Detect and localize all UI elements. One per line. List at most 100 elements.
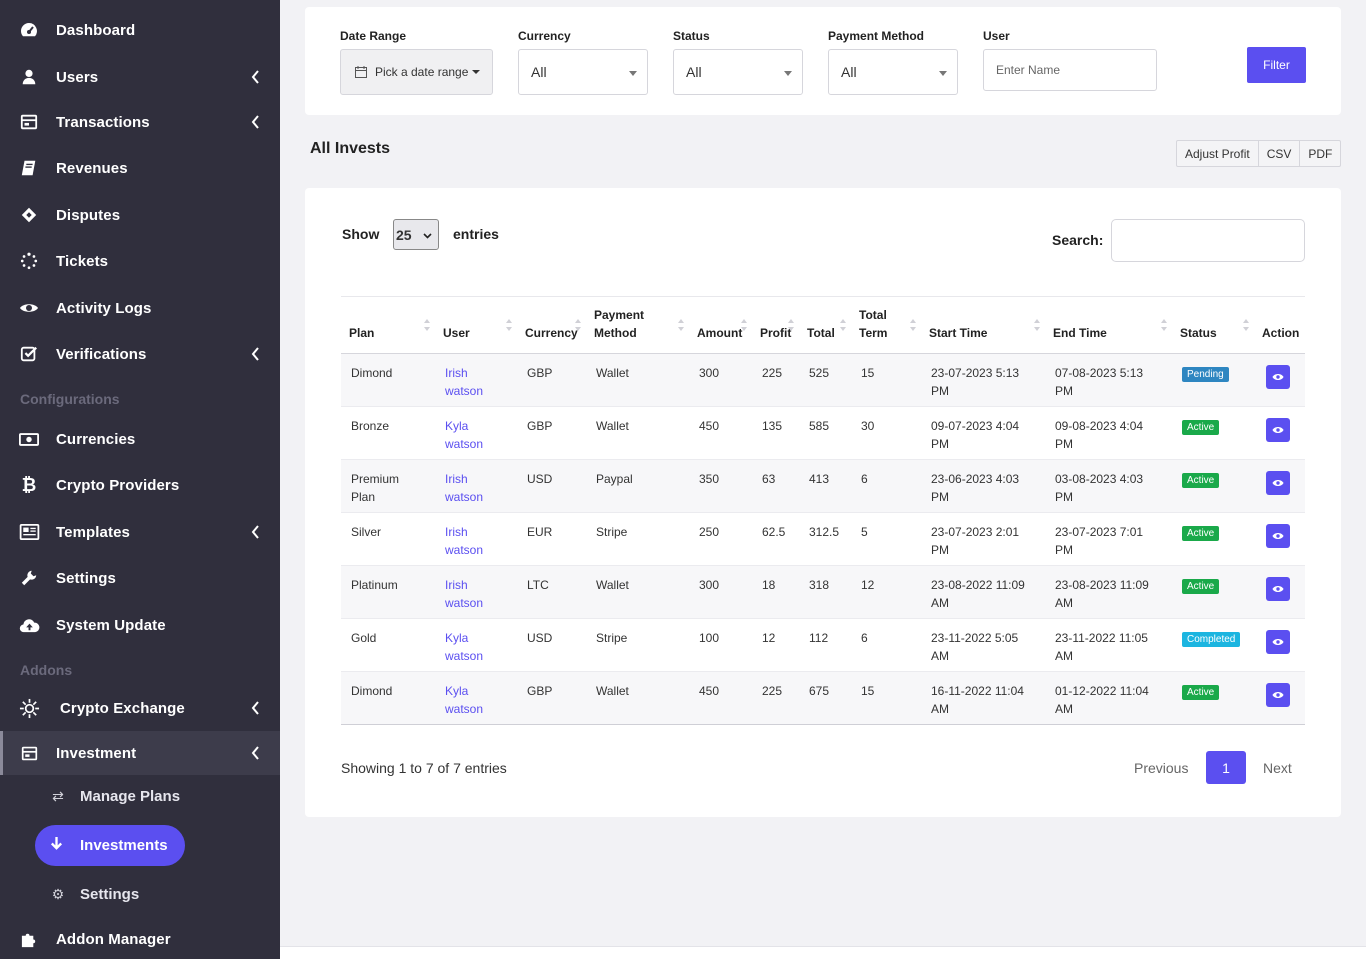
- sidebar-item-crypto-exchange[interactable]: Crypto Exchange: [0, 686, 280, 730]
- sidebar-subitem-label: Investments: [80, 837, 168, 854]
- payment-method-select[interactable]: All: [828, 49, 958, 95]
- search-input[interactable]: [1111, 219, 1305, 262]
- cell-plan: Dimond: [351, 366, 393, 380]
- sort-icon: [424, 319, 430, 331]
- page-title: All Invests: [310, 140, 391, 157]
- column-header[interactable]: User: [435, 297, 517, 354]
- cell-profit: 18: [762, 578, 776, 592]
- sidebar-item-currencies[interactable]: Currencies: [0, 417, 280, 461]
- status-badge: Active: [1182, 420, 1220, 435]
- date-range-picker[interactable]: Pick a date range: [340, 49, 493, 95]
- payment-method-select-value: All: [841, 64, 857, 80]
- table-row: Bronze Kyla watson GBP Wallet 450 135 585 30 09-…: [341, 407, 1305, 460]
- cell-term: 15: [861, 684, 875, 698]
- cell-action: [1254, 513, 1305, 566]
- date-range-label: Date Range: [340, 29, 407, 43]
- cell-end: 23-07-2023 7:01 PM: [1055, 525, 1144, 557]
- sidebar-item-transactions[interactable]: Transactions: [0, 100, 280, 144]
- sort-icon: [575, 319, 581, 331]
- column-header[interactable]: Start Time: [921, 297, 1045, 354]
- user-link[interactable]: Kyla watson: [445, 631, 484, 663]
- cell-end: 01-12-2022 11:04 AM: [1055, 684, 1149, 716]
- caret-down-icon: [629, 71, 637, 76]
- sort-icon: [840, 319, 846, 331]
- adjust-profit-button[interactable]: Adjust Profit: [1177, 141, 1259, 166]
- pagination-next[interactable]: Next: [1263, 760, 1292, 776]
- status-select[interactable]: All: [673, 49, 803, 95]
- sidebar-item-activity-logs[interactable]: Activity Logs: [0, 286, 280, 330]
- user-link[interactable]: Kyla watson: [445, 419, 484, 451]
- view-button[interactable]: [1266, 630, 1290, 654]
- column-header-label: Status: [1180, 326, 1217, 340]
- table-row: Gold Kyla watson USD Stripe 100 12 112 6 23-11-2…: [341, 619, 1305, 672]
- cell-start: 23-08-2022 11:09 AM: [931, 578, 1025, 610]
- sidebar-item-label: Crypto Exchange: [60, 699, 185, 717]
- column-header[interactable]: End Time: [1045, 297, 1172, 354]
- user-link[interactable]: Irish watson: [445, 525, 484, 557]
- cell-user: Irish watson: [435, 460, 517, 513]
- sidebar-item-crypto-providers[interactable]: ₿ Crypto Providers: [0, 463, 280, 507]
- sidebar-item-label: Activity Logs: [56, 299, 152, 317]
- pagination-previous[interactable]: Previous: [1134, 760, 1189, 776]
- column-header[interactable]: Profit: [752, 297, 799, 354]
- eye-icon: [1272, 533, 1284, 539]
- dashboard-icon: [18, 19, 40, 41]
- sidebar-item-investment[interactable]: Investment: [0, 731, 280, 775]
- user-link[interactable]: Irish watson: [445, 366, 484, 398]
- sidebar-item-disputes[interactable]: Disputes: [0, 193, 280, 237]
- sidebar-item-templates[interactable]: Templates: [0, 510, 280, 554]
- cell-user: Kyla watson: [435, 407, 517, 460]
- column-header[interactable]: Total Term: [851, 297, 921, 354]
- sidebar-item-verifications[interactable]: Verifications: [0, 332, 280, 376]
- cell-status: Active: [1172, 566, 1254, 619]
- cell-method: Stripe: [596, 631, 628, 645]
- view-button[interactable]: [1266, 365, 1290, 389]
- view-button[interactable]: [1266, 577, 1290, 601]
- table-header-row: Plan User Currency Payment Method Amount Prof…: [341, 296, 1305, 354]
- view-button[interactable]: [1266, 683, 1290, 707]
- cell-user: Irish watson: [435, 354, 517, 407]
- pagination-page-1[interactable]: 1: [1206, 751, 1246, 784]
- column-header-label: Start Time: [929, 326, 988, 340]
- invests-table: Plan User Currency Payment Method Amount Prof…: [341, 296, 1305, 725]
- sidebar-item-tickets[interactable]: Tickets: [0, 239, 280, 283]
- cell-plan: Premium Plan: [351, 472, 400, 504]
- sidebar-subitem-manage-plans[interactable]: ⇄ Manage Plans: [48, 778, 180, 814]
- sidebar-item-system-update[interactable]: System Update: [0, 603, 280, 647]
- column-header[interactable]: Plan: [341, 297, 435, 354]
- arrows-icon: ⇄: [52, 787, 64, 804]
- currency-select[interactable]: All: [518, 49, 648, 95]
- filter-button[interactable]: Filter: [1247, 47, 1306, 83]
- sidebar-item-label: Addon Manager: [56, 930, 171, 948]
- user-name-input[interactable]: [983, 49, 1157, 91]
- view-button[interactable]: [1266, 471, 1290, 495]
- column-header-label: Action: [1262, 326, 1300, 340]
- sidebar-subitem-settings[interactable]: ⚙ Settings: [48, 876, 139, 912]
- view-button[interactable]: [1266, 524, 1290, 548]
- sidebar-subitem-investments[interactable]: Investments: [35, 825, 185, 866]
- user-link[interactable]: Kyla watson: [445, 684, 484, 716]
- column-header[interactable]: Amount: [689, 297, 752, 354]
- sidebar-item-users[interactable]: Users: [0, 55, 280, 99]
- column-header[interactable]: Currency: [517, 297, 586, 354]
- sidebar-item-addon-manager[interactable]: Addon Manager: [0, 917, 280, 959]
- user-link[interactable]: Irish watson: [445, 578, 484, 610]
- arrow-down-icon: [49, 836, 64, 855]
- sidebar-item-label: Investment: [56, 744, 137, 762]
- user-link[interactable]: Irish watson: [445, 472, 484, 504]
- cell-end: 07-08-2023 5:13 PM: [1055, 366, 1144, 398]
- sidebar-item-dashboard[interactable]: Dashboard: [0, 8, 280, 52]
- cell-total: 312.5: [809, 525, 840, 539]
- sidebar-item-settings[interactable]: Settings: [0, 556, 280, 600]
- invests-table-card: Show 25 entries Search: Plan User Currency…: [305, 188, 1341, 817]
- caret-down-icon: [939, 71, 947, 76]
- sidebar-section-addons: Addons: [20, 662, 73, 678]
- column-header[interactable]: Status: [1172, 297, 1254, 354]
- view-button[interactable]: [1266, 418, 1290, 442]
- column-header[interactable]: Total: [799, 297, 851, 354]
- entries-per-page-select[interactable]: 25: [393, 219, 439, 250]
- sidebar-item-revenues[interactable]: Revenues: [0, 146, 280, 190]
- csv-button[interactable]: CSV: [1259, 141, 1301, 166]
- column-header[interactable]: Payment Method: [586, 297, 689, 354]
- pdf-button[interactable]: PDF: [1300, 141, 1340, 166]
